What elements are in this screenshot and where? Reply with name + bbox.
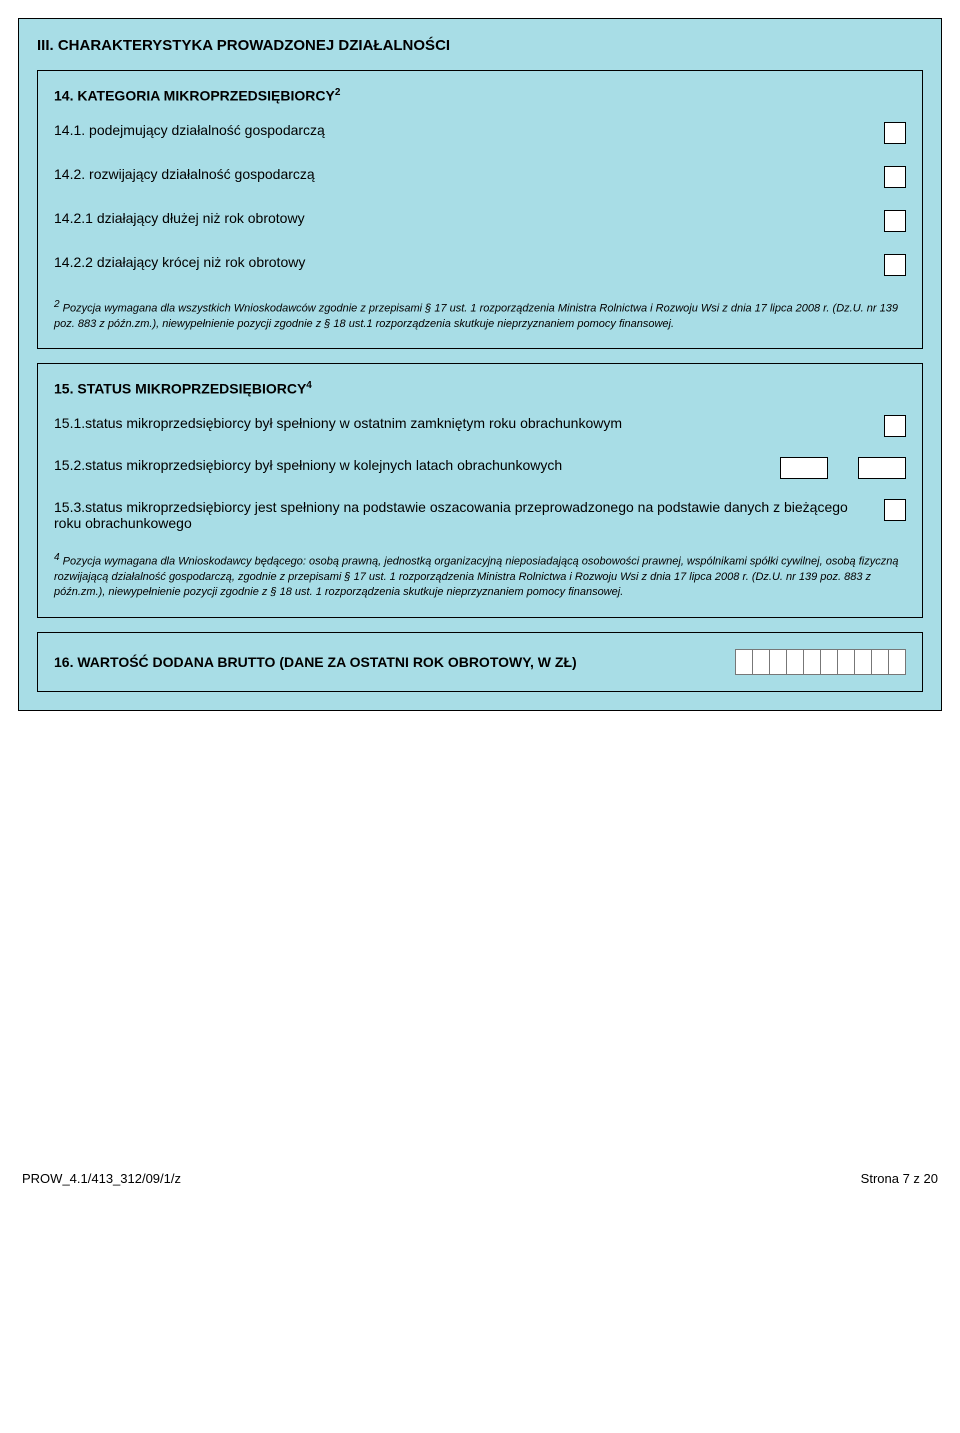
- cell[interactable]: [888, 649, 906, 675]
- cell[interactable]: [854, 649, 872, 675]
- item-14-1-label: 14.1. podejmujący działalność gospodarcz…: [54, 122, 884, 138]
- item-14-2-1-label: 14.2.1 działający dłużej niż rok obrotow…: [54, 210, 884, 226]
- section-15-title: 15. STATUS MIKROPRZEDSIĘBIORCY4: [54, 380, 906, 397]
- section-14-title-text: 14. KATEGORIA MIKROPRZEDSIĘBIORCY: [54, 88, 335, 104]
- item-15-1-label: 15.1.status mikroprzedsiębiorcy był speł…: [54, 415, 884, 431]
- section-15: 15. STATUS MIKROPRZEDSIĘBIORCY4 15.1.sta…: [37, 363, 923, 617]
- section-14-title: 14. KATEGORIA MIKROPRZEDSIĘBIORCY2: [54, 87, 906, 104]
- item-15-3: 15.3.status mikroprzedsiębiorcy jest spe…: [54, 499, 906, 531]
- checkbox-14-2-1[interactable]: [884, 210, 906, 232]
- item-14-2: 14.2. rozwijający działalność gospodarcz…: [54, 166, 906, 188]
- section-15-sup: 4: [306, 380, 312, 391]
- cell[interactable]: [837, 649, 855, 675]
- section-16-title: 16. WARTOŚĆ DODANA BRUTTO (DANE ZA OSTAT…: [54, 654, 577, 670]
- section-3-characteristics: III. CHARAKTERYSTYKA PROWADZONEJ DZIAŁAL…: [18, 18, 942, 711]
- section-16: 16. WARTOŚĆ DODANA BRUTTO (DANE ZA OSTAT…: [37, 632, 923, 692]
- footnote-2: 2 Pozycja wymagana dla wszystkich Wniosk…: [54, 298, 906, 332]
- cell[interactable]: [803, 649, 821, 675]
- item-15-2: 15.2.status mikroprzedsiębiorcy był speł…: [54, 457, 906, 479]
- checkbox-15-2a[interactable]: [780, 457, 828, 479]
- checkbox-14-1[interactable]: [884, 122, 906, 144]
- cell[interactable]: [735, 649, 753, 675]
- section-3-header: III. CHARAKTERYSTYKA PROWADZONEJ DZIAŁAL…: [37, 37, 923, 54]
- cell[interactable]: [786, 649, 804, 675]
- item-14-2-1: 14.2.1 działający dłużej niż rok obrotow…: [54, 210, 906, 232]
- checkbox-15-3[interactable]: [884, 499, 906, 521]
- checkbox-15-2b[interactable]: [858, 457, 906, 479]
- item-14-2-2: 14.2.2 działający krócej niż rok obrotow…: [54, 254, 906, 276]
- checkbox-15-1[interactable]: [884, 415, 906, 437]
- item-14-2-label: 14.2. rozwijający działalność gospodarcz…: [54, 166, 884, 182]
- footer-left: PROW_4.1/413_312/09/1/z: [22, 1171, 181, 1186]
- item-15-2-label: 15.2.status mikroprzedsiębiorcy był speł…: [54, 457, 780, 473]
- item-15-1: 15.1.status mikroprzedsiębiorcy był speł…: [54, 415, 906, 437]
- footer-right: Strona 7 z 20: [861, 1171, 938, 1186]
- item-15-3-label: 15.3.status mikroprzedsiębiorcy jest spe…: [54, 499, 884, 531]
- cell[interactable]: [769, 649, 787, 675]
- value-cells-16[interactable]: [736, 649, 906, 675]
- cell[interactable]: [752, 649, 770, 675]
- section-15-title-text: 15. STATUS MIKROPRZEDSIĘBIORCY: [54, 381, 306, 397]
- checkbox-14-2[interactable]: [884, 166, 906, 188]
- footnote-4-text: Pozycja wymagana dla Wnioskodawcy będące…: [54, 555, 898, 598]
- cell[interactable]: [820, 649, 838, 675]
- checkbox-14-2-2[interactable]: [884, 254, 906, 276]
- item-14-2-2-label: 14.2.2 działający krócej niż rok obrotow…: [54, 254, 884, 270]
- footnote-2-text: Pozycja wymagana dla wszystkich Wnioskod…: [54, 302, 898, 329]
- section-14: 14. KATEGORIA MIKROPRZEDSIĘBIORCY2 14.1.…: [37, 70, 923, 349]
- cell[interactable]: [871, 649, 889, 675]
- checkbox-group-15-2: [780, 457, 906, 479]
- footnote-4: 4 Pozycja wymagana dla Wnioskodawcy będą…: [54, 551, 906, 601]
- page-footer: PROW_4.1/413_312/09/1/z Strona 7 z 20: [18, 1171, 942, 1186]
- section-14-sup: 2: [335, 87, 341, 98]
- item-14-1: 14.1. podejmujący działalność gospodarcz…: [54, 122, 906, 144]
